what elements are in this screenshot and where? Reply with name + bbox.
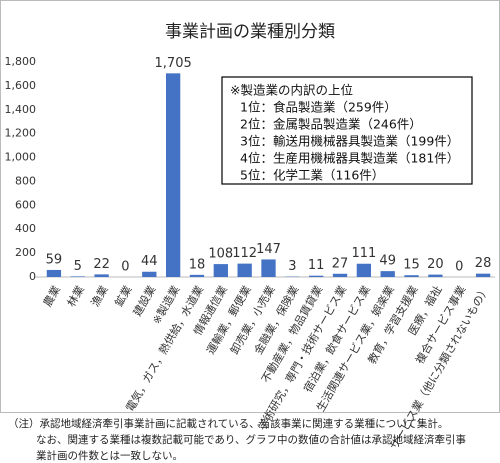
annotation-text: ※製造業の内訳の上位: [230, 83, 353, 98]
value-label: 111: [351, 246, 376, 261]
value-label: 20: [427, 257, 444, 272]
annotation-text: 1位：食品製造業（259件）: [240, 100, 397, 115]
value-label: 15: [403, 258, 420, 273]
y-tick-label: 1,800: [5, 55, 37, 68]
annotation-box: [221, 76, 473, 185]
value-label: 18: [189, 257, 206, 272]
y-tick-label: 1,600: [5, 79, 37, 92]
value-label: 147: [256, 242, 281, 257]
value-label: 44: [141, 254, 158, 269]
value-label: 0: [455, 260, 463, 275]
note-text: 業計画の件数とは一致しない。: [36, 449, 183, 462]
y-tick-label: 1,000: [5, 151, 37, 164]
chart-title: 事業計画の業種別分類: [165, 22, 335, 42]
value-label: 59: [46, 252, 63, 267]
chart-frame: [0, 0, 500, 413]
y-tick-label: 1,200: [5, 127, 37, 140]
bar: [309, 275, 324, 277]
annotation-text: 4位：生産用機械器具製造業（181件）: [240, 151, 459, 166]
bar: [189, 274, 205, 277]
value-label: 0: [121, 260, 129, 275]
bar: [165, 73, 181, 277]
value-label: 3: [288, 259, 296, 274]
bar: [261, 259, 276, 277]
y-tick-label: 0: [29, 270, 36, 283]
value-label: 112: [232, 246, 257, 261]
annotation-text: 5位：化学工業（116件）: [240, 168, 384, 183]
value-label: 1,705: [155, 56, 192, 71]
note-text: なお、関連する業種は複数記載可能であり、グラフ中の数値の合計値は承認地域経済牽引…: [36, 433, 466, 446]
value-label: 11: [308, 258, 325, 273]
value-label: 49: [379, 254, 396, 269]
y-tick-label: 800: [15, 174, 36, 187]
bar: [94, 274, 109, 277]
value-label: 27: [332, 256, 349, 271]
bar: [70, 276, 85, 277]
y-tick-label: 1,400: [5, 103, 37, 116]
bar: [380, 271, 395, 277]
value-label: 22: [93, 257, 110, 272]
value-label: 5: [74, 259, 82, 274]
y-tick-label: 600: [15, 198, 36, 211]
bar: [356, 263, 372, 277]
bar: [332, 273, 348, 277]
bar: [142, 271, 157, 277]
bar: [237, 263, 252, 277]
bar: [475, 273, 491, 277]
annotation-text: 2位：金属製品製造業（246件）: [240, 117, 422, 132]
y-tick-label: 200: [15, 246, 36, 259]
bar: [404, 275, 419, 277]
bar: [428, 274, 443, 277]
bar: [46, 269, 62, 277]
bar: [213, 264, 228, 277]
value-label: 108: [208, 247, 233, 262]
note-text: （注）承認地域経済牽引事業計画に記載されている、当該事業に関連する業種について集…: [8, 417, 448, 430]
value-label: 28: [475, 256, 492, 271]
y-tick-label: 400: [15, 222, 36, 235]
annotation-text: 3位：輸送用機械器具製造業（199件）: [240, 134, 459, 149]
